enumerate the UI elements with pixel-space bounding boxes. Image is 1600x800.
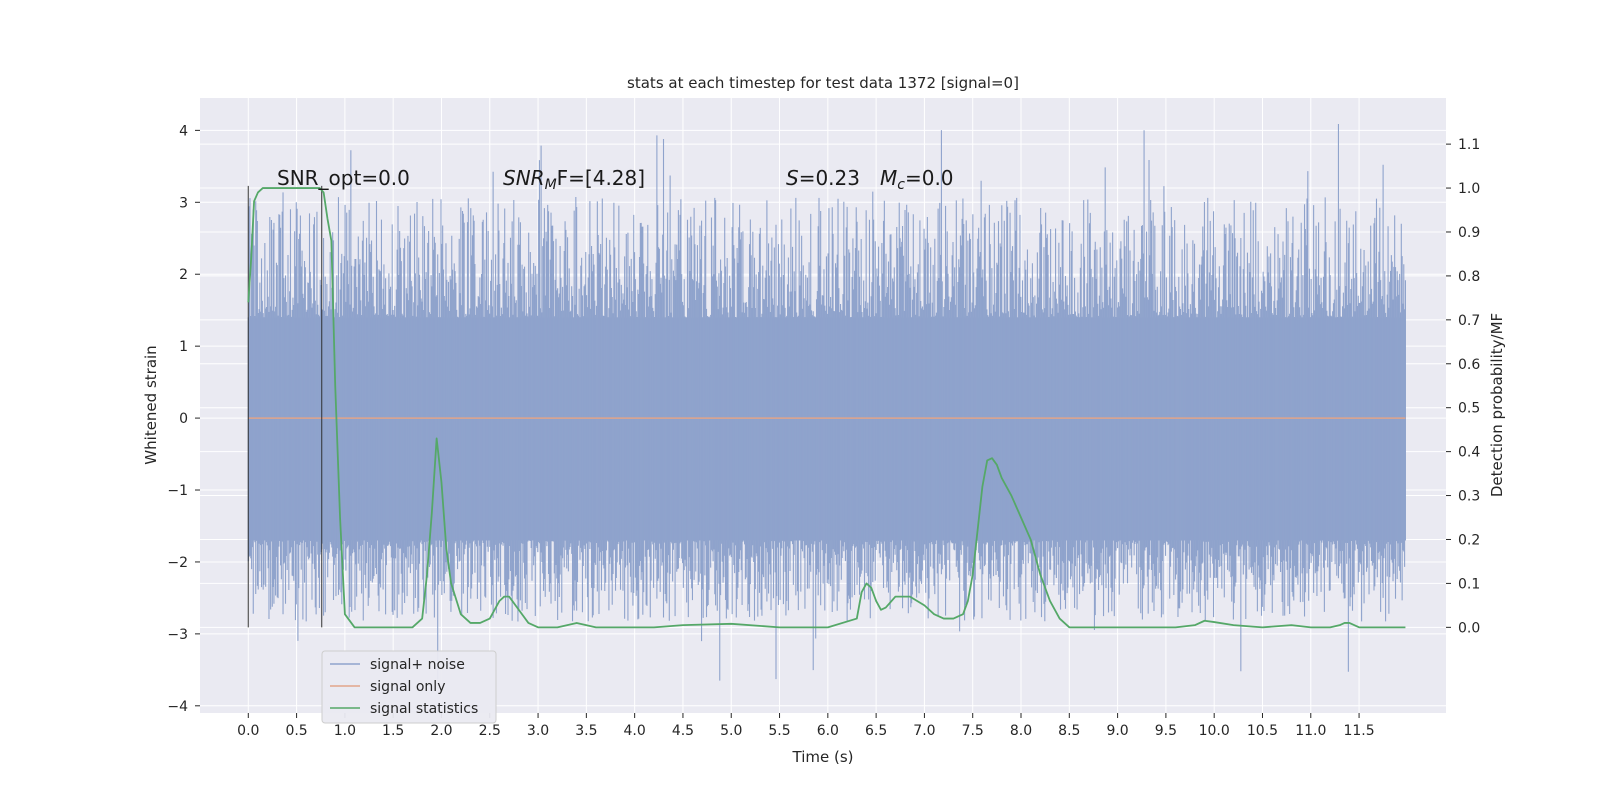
x-tick-label: 9.0 [1106,723,1128,739]
y-tick-label-right: 0.7 [1458,313,1480,329]
annotation-snr-mf-subscript: M [545,177,557,193]
x-tick-label: 1.0 [334,723,356,739]
x-tick-label: 7.0 [913,723,935,739]
x-ticks: 0.0 0.5 1.0 1.5 2.0 2.5 3.0 3.5 4.0 4.5 5.0 5.5 6.0 6… [237,713,1375,739]
vertical-markers [247,185,323,628]
x-tick-label: 3.5 [575,723,597,739]
y-tick-label-right: 1.1 [1458,137,1480,153]
x-tick-label: 11.0 [1295,723,1326,739]
x-tick-label: 9.5 [1155,723,1177,739]
x-tick-label: 2.5 [479,723,501,739]
chart-title: stats at each timestep for test data 137… [627,74,1019,92]
series-signal-statistics [247,187,1406,629]
y-tick-label-right: 0.8 [1458,269,1480,285]
x-tick-label: 6.0 [817,723,839,739]
y-tick-label-right: 0.3 [1458,489,1480,505]
y-tick-label-right: 0.0 [1458,620,1480,636]
annotations: SNR_opt=0.0 SNRMF=[4.28] S=0.23 Mc=0.0 [277,166,954,193]
x-tick-label: 3.0 [527,723,549,739]
x-tick-label: 4.0 [624,723,646,739]
y-tick-label-left: −1 [167,483,188,499]
y-tick-label-right: 0.5 [1458,401,1480,417]
y-tick-label-left: 4 [179,123,188,139]
x-tick-label: 11.5 [1343,723,1374,739]
legend-label-signal-plus-noise: signal+ noise [370,657,465,673]
legend-label-signal-only: signal only [370,679,445,695]
y-tick-label-right: 0.9 [1458,225,1480,241]
y-ticks-right: 1.1 1.0 0.9 0.8 0.7 0.6 0.5 0.4 0.3 0.2 0.1 0.0 [1446,137,1480,636]
legend: signal+ noise signal only signal statist… [321,650,497,724]
x-tick-label: 4.5 [672,723,694,739]
x-tick-label: 2.0 [430,723,452,739]
x-tick-label: 0.0 [237,723,259,739]
x-tick-label: 5.5 [768,723,790,739]
x-tick-label: 8.0 [1010,723,1032,739]
x-tick-label: 5.0 [720,723,742,739]
x-tick-label: 7.5 [962,723,984,739]
x-tick-label: 6.5 [865,723,887,739]
annotation-snr-mf: SNRMF=[4.28] [503,166,645,193]
x-axis-label: Time (s) [792,748,854,766]
x-tick-label: 0.5 [285,723,307,739]
y-tick-label-right: 0.2 [1458,532,1480,548]
y-tick-label-left: 0 [179,411,188,427]
y-tick-label-left: −4 [167,699,188,715]
y-tick-label-right: 0.1 [1458,576,1480,592]
annotation-mc-subscript: c [897,177,905,193]
x-tick-label: 1.5 [382,723,404,739]
y-tick-label-left: 3 [179,195,188,211]
annotation-s-value: =0.23 [799,166,860,190]
annotation-mc: Mc=0.0 [880,166,954,193]
y-tick-label-left: 1 [179,339,188,355]
y-tick-label-right: 1.0 [1458,181,1480,197]
annotation-snr-mf-symbol: SNR [503,166,545,190]
x-tick-label: 10.0 [1199,723,1230,739]
annotation-s-symbol: S [786,166,799,190]
y-tick-label-right: 0.6 [1458,357,1480,373]
y-axis-label-left: Whitened strain [142,345,160,464]
x-tick-label: 10.5 [1247,723,1278,739]
annotation-mc-symbol: M [880,166,897,190]
y-ticks-left: 4 3 2 1 0 −1 −2 −3 −4 [167,123,200,715]
x-tick-label: 8.5 [1058,723,1080,739]
legend-label-signal-statistics: signal statistics [370,701,478,717]
annotation-s: S=0.23 [786,166,860,190]
y-tick-label-left: 2 [179,267,188,283]
y-tick-label-left: −3 [167,627,188,643]
annotation-snr-opt: SNR_opt=0.0 [277,166,410,190]
series-signal-plus-noise [247,123,1406,681]
annotation-mc-value: =0.0 [905,166,954,190]
signal-statistics-line [247,187,1406,629]
y-tick-label-right: 0.4 [1458,445,1480,461]
annotation-snr-mf-value: F=[4.28] [557,166,645,190]
y-tick-label-left: −2 [167,555,188,571]
legend-box [321,650,497,724]
y-axis-label-right: Detection probability/MF [1488,313,1506,497]
